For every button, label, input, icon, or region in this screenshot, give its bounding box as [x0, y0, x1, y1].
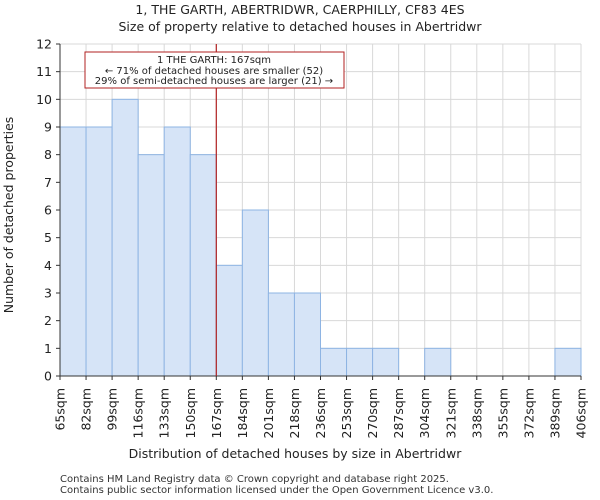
annotation-line3: 29% of semi-detached houses are larger (… — [95, 76, 333, 87]
bar-150sqm — [189, 154, 217, 377]
x-tick-label: 184sqm — [235, 388, 250, 438]
y-tick-label: 1 — [44, 341, 52, 356]
x-tick-label: 355sqm — [495, 388, 510, 438]
bar-236sqm — [320, 347, 348, 377]
x-tick-label: 253sqm — [339, 388, 354, 438]
chart-subtitle: Size of property relative to detached ho… — [118, 19, 482, 34]
y-tick-label: 10 — [36, 92, 52, 107]
x-tick-label: 150sqm — [183, 388, 198, 438]
x-tick-label: 218sqm — [287, 388, 302, 438]
chart-title: 1, THE GARTH, ABERTRIDWR, CAERPHILLY, CF… — [135, 2, 465, 17]
bar-layer — [59, 98, 582, 377]
x-tick-label: 65sqm — [53, 388, 68, 431]
y-tick-label: 5 — [44, 230, 52, 245]
x-tick-label: 99sqm — [105, 388, 120, 431]
x-tick-label: 372sqm — [521, 388, 536, 438]
y-tick-label: 3 — [44, 286, 52, 301]
bar-82sqm — [85, 126, 113, 377]
y-tick-label: 7 — [44, 175, 52, 190]
y-tick-label: 6 — [44, 203, 52, 218]
x-tick-label: 236sqm — [313, 388, 328, 438]
bar-218sqm — [293, 292, 322, 377]
annotation-line2: ← 71% of detached houses are smaller (52… — [105, 66, 323, 77]
bar-389sqm — [554, 347, 582, 377]
x-tick-label: 82sqm — [79, 388, 94, 431]
y-tick-label: 4 — [44, 258, 52, 273]
y-tick-label: 0 — [44, 369, 52, 384]
annotation-line1: 1 THE GARTH: 167sqm — [157, 55, 271, 66]
x-tick-label: 287sqm — [391, 388, 406, 438]
x-tick-label: 304sqm — [417, 388, 432, 438]
y-tick-label: 12 — [36, 37, 52, 52]
footer-line-1: Contains HM Land Registry data © Crown c… — [60, 474, 449, 485]
bar-184sqm — [241, 209, 269, 377]
bar-253sqm — [346, 347, 374, 377]
x-tick-label: 167sqm — [209, 388, 224, 438]
bar-304sqm — [424, 347, 452, 377]
x-tick-label: 270sqm — [365, 388, 380, 438]
bar-167sqm — [215, 264, 243, 377]
y-tick-label: 9 — [44, 120, 52, 135]
bar-133sqm — [163, 126, 191, 377]
x-tick-label: 133sqm — [157, 388, 172, 438]
x-axis-label: Distribution of detached houses by size … — [129, 446, 463, 461]
bar-270sqm — [372, 347, 400, 377]
y-tick-label: 2 — [44, 313, 52, 328]
x-tick-label: 406sqm — [574, 388, 589, 438]
bar-201sqm — [267, 292, 295, 377]
x-tick-label: 116sqm — [131, 388, 146, 438]
y-tick-label: 11 — [36, 64, 52, 79]
y-axis-label: Number of detached properties — [1, 117, 16, 314]
annotation-box: 1 THE GARTH: 167sqm ← 71% of detached ho… — [84, 51, 345, 89]
bar-99sqm — [111, 98, 139, 377]
bar-65sqm — [59, 126, 87, 377]
x-tick-label: 338sqm — [469, 388, 484, 438]
y-tick-label: 8 — [44, 147, 52, 162]
footer-line-2: Contains public sector information licen… — [60, 485, 494, 496]
x-tick-label: 389sqm — [547, 388, 562, 438]
bar-116sqm — [137, 154, 165, 377]
x-tick-label: 321sqm — [443, 388, 458, 438]
x-tick-label: 201sqm — [261, 388, 276, 438]
